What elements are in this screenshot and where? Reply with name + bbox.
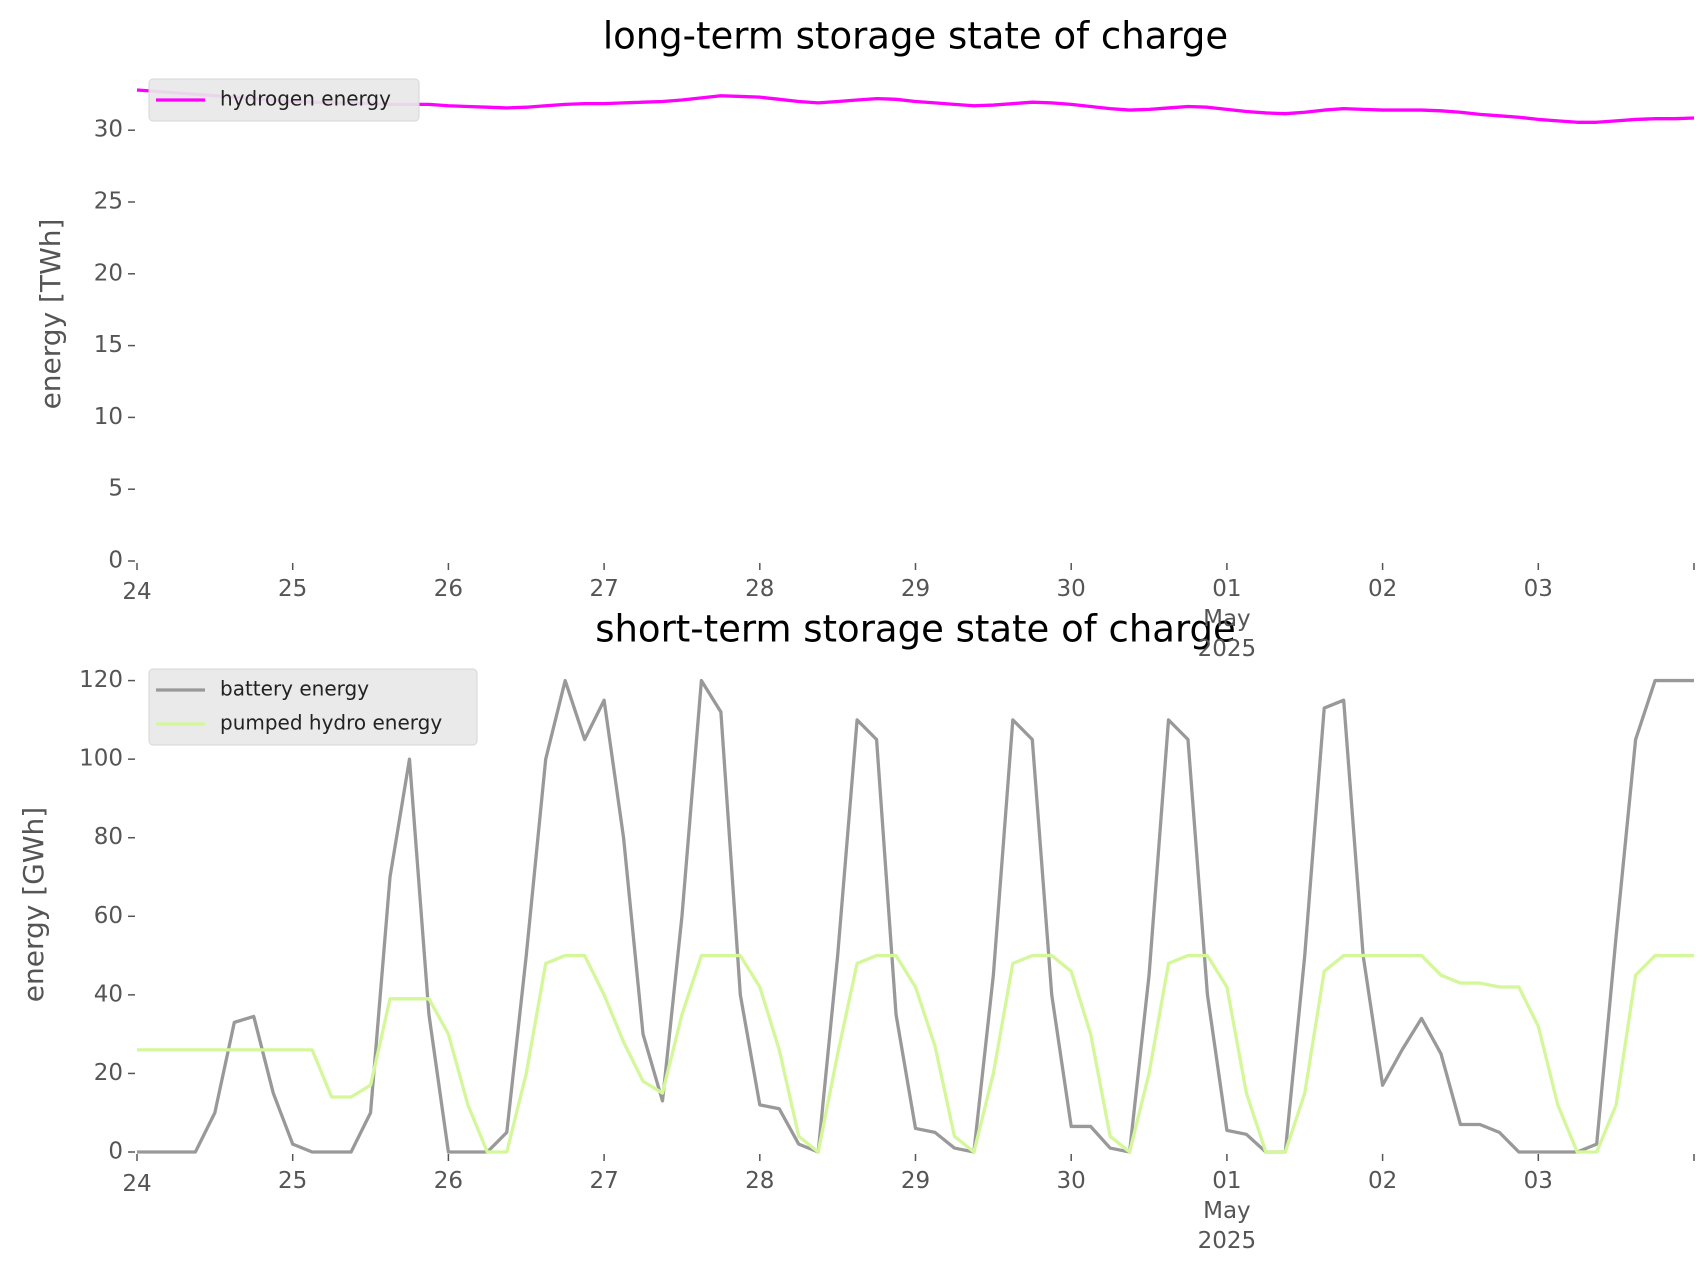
y-tick-label: 80	[94, 824, 123, 850]
x-tick-label: 26	[433, 576, 464, 602]
y-axis-label: energy [GWh]	[17, 807, 50, 1002]
y-tick-label: 0	[108, 548, 123, 574]
y-tick-label: 40	[94, 981, 123, 1007]
series-line	[137, 953, 1694, 1154]
x-tick-label: 27	[589, 1168, 619, 1194]
x-tick-label: 02	[1367, 576, 1398, 602]
y-tick-label: 20	[94, 1060, 123, 1086]
x-tick-label: 29	[900, 1168, 931, 1194]
x-tick-label: 03	[1523, 576, 1553, 602]
y-tick-label: 25	[94, 188, 123, 214]
legend: battery energy pumped hydro energy	[148, 668, 478, 746]
legend-box	[148, 668, 478, 746]
y-tick-label: 100	[79, 746, 123, 772]
x-tick-label: 01 May 2025	[1197, 576, 1257, 662]
x-tick-label: 30	[1056, 1168, 1086, 1194]
legend: hydrogen energy	[148, 78, 420, 122]
y-tick-label: 5	[108, 476, 123, 502]
x-tick-label: 28	[745, 576, 775, 602]
y-tick-label: 20	[94, 260, 123, 286]
legend-box	[148, 78, 420, 122]
y-tick-label: 120	[79, 667, 123, 693]
x-tick-label: 28	[745, 1168, 775, 1194]
chart-title: long-term storage state of charge	[603, 15, 1228, 58]
y-tick-label: 30	[94, 117, 123, 143]
x-tick-label: 30	[1056, 576, 1086, 602]
x-tick-label: 24	[122, 1171, 152, 1197]
chart-title: short-term storage state of charge	[595, 608, 1236, 651]
series-line	[137, 678, 1694, 1154]
legend-label: hydrogen energy	[220, 87, 391, 111]
y-axis-label: energy [TWh]	[34, 219, 67, 410]
x-tick-label: 29	[900, 576, 931, 602]
x-tick-label: 26	[433, 1168, 464, 1194]
x-tick-label: 03	[1523, 1168, 1553, 1194]
x-tick-label: 25	[278, 1168, 308, 1194]
x-tick-label: 02	[1367, 1168, 1398, 1194]
x-tick-label: 24	[122, 579, 152, 605]
legend-label: battery energy	[220, 677, 369, 701]
y-tick-label: 10	[94, 404, 123, 430]
y-tick-label: 15	[94, 332, 123, 358]
x-tick-label: 01 May 2025	[1197, 1168, 1257, 1254]
y-tick-label: 0	[108, 1139, 123, 1165]
x-tick-label: 27	[589, 576, 619, 602]
legend-label: pumped hydro energy	[220, 711, 442, 735]
y-tick-label: 60	[94, 903, 123, 929]
x-tick-label: 25	[278, 576, 308, 602]
